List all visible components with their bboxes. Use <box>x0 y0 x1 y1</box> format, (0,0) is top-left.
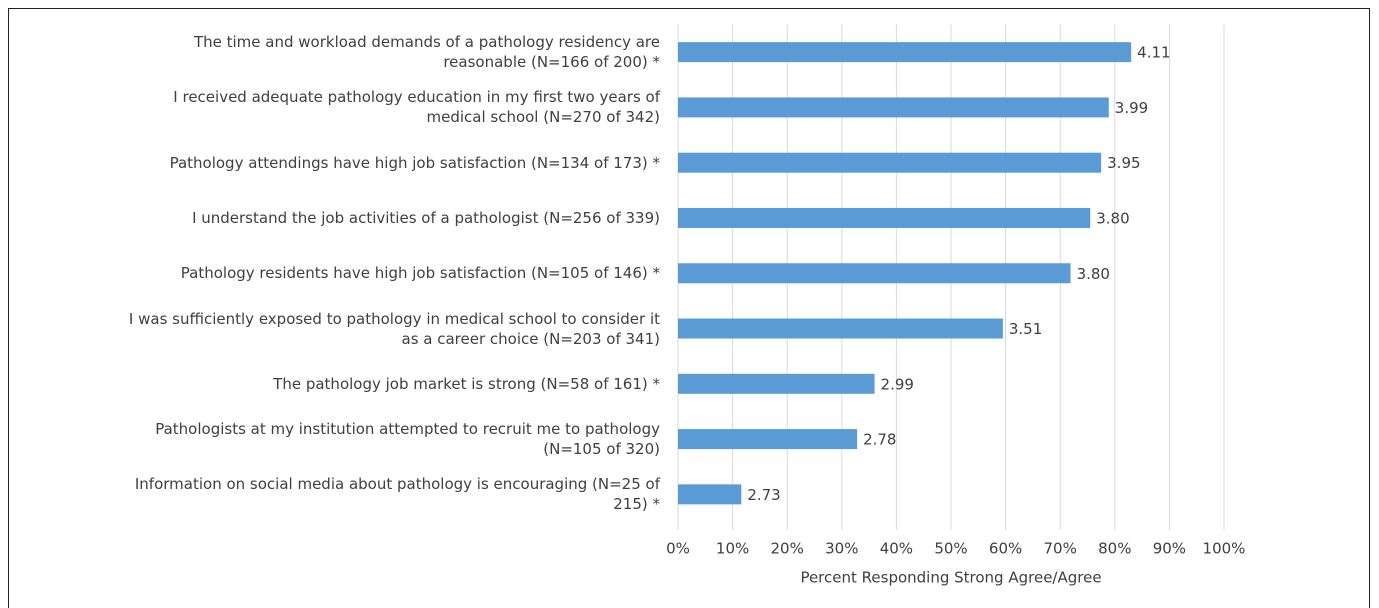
bar-annotation: 3.80 <box>1096 209 1129 227</box>
y-tick-label: Pathology residents have high job satisf… <box>180 264 660 283</box>
bar-annotation: 3.51 <box>1009 320 1042 338</box>
bar <box>678 42 1132 63</box>
bar <box>678 97 1109 118</box>
bar <box>678 429 858 450</box>
bar-annotation: 3.95 <box>1107 154 1140 172</box>
bar-annotation: 4.11 <box>1137 44 1170 62</box>
bar-annotation: 2.73 <box>747 486 780 504</box>
y-tick-label: I received adequate pathology education … <box>173 88 660 127</box>
bar <box>678 318 1003 339</box>
bar <box>678 152 1102 173</box>
bar <box>678 373 875 394</box>
x-axis-title: Percent Responding Strong Agree/Agree <box>800 569 1101 587</box>
x-tick-label: 0% <box>666 540 690 558</box>
y-tick-label: I understand the job activities of a pat… <box>192 208 660 227</box>
y-tick-label: The pathology job market is strong (N=58… <box>273 374 660 393</box>
frame <box>8 8 1370 608</box>
bar <box>678 207 1091 228</box>
x-tick-label: 60% <box>989 540 1022 558</box>
x-tick-label: 90% <box>1153 540 1186 558</box>
x-tick-label: 10% <box>716 540 749 558</box>
x-tick-label: 100% <box>1203 540 1246 558</box>
bar <box>678 263 1071 284</box>
y-tick-label: Pathology attendings have high job satis… <box>169 153 660 172</box>
bar-annotation: 2.99 <box>881 375 914 393</box>
x-tick-label: 40% <box>880 540 913 558</box>
x-tick-label: 50% <box>934 540 967 558</box>
x-tick-label: 30% <box>825 540 858 558</box>
y-tick-label: Information on social media about pathol… <box>134 475 660 514</box>
x-tick-label: 80% <box>1098 540 1131 558</box>
x-tick-label: 70% <box>1044 540 1077 558</box>
y-tick-label: The time and workload demands of a patho… <box>193 33 660 72</box>
bar-annotation: 2.78 <box>863 431 896 449</box>
y-tick-label: Pathologists at my institution attempted… <box>155 420 660 459</box>
bar-annotation: 3.80 <box>1077 265 1110 283</box>
bar <box>678 484 742 505</box>
y-tick-label: I was sufficiently exposed to pathology … <box>128 309 660 348</box>
x-tick-label: 20% <box>771 540 804 558</box>
bar-annotation: 3.99 <box>1115 99 1148 117</box>
